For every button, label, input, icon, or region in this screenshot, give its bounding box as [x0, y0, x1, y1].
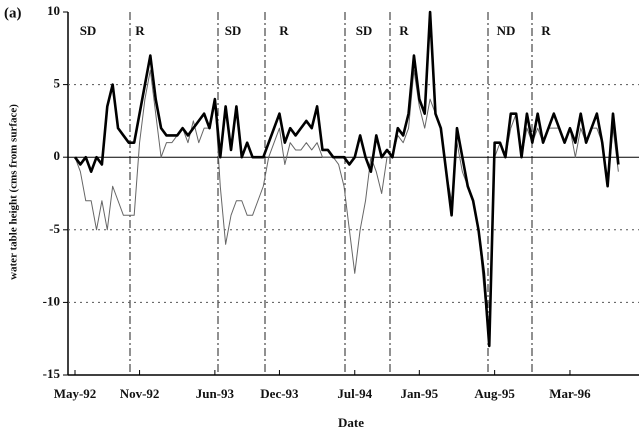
series-line — [74, 69, 619, 347]
annotation: SD — [356, 23, 373, 38]
y-tick-label: -5 — [49, 221, 60, 236]
x-tick-label: Jan-95 — [401, 386, 439, 401]
annotation: R — [135, 23, 145, 38]
annotation: SD — [80, 23, 97, 38]
x-tick-label: Dec-93 — [260, 386, 299, 401]
y-tick-label: -10 — [43, 293, 60, 308]
annotation: R — [279, 23, 289, 38]
y-tick-label: 5 — [54, 76, 61, 91]
annotation: R — [541, 23, 551, 38]
y-axis-label: water table height (cms from surface) — [8, 104, 20, 280]
y-tick-label: 10 — [47, 3, 60, 18]
x-tick-label: Nov-92 — [120, 386, 160, 401]
x-axis-label: Date — [338, 415, 364, 430]
annotation: R — [399, 23, 409, 38]
y-tick-label: -15 — [43, 366, 61, 381]
x-tick-label: Mar-96 — [549, 386, 591, 401]
x-tick-label: Aug-95 — [474, 386, 515, 401]
annotation: ND — [497, 23, 516, 38]
panel-label: (a) — [4, 5, 22, 21]
x-tick-label: Jul-94 — [337, 386, 372, 401]
x-tick-label: Jun-93 — [196, 386, 235, 401]
annotation: SD — [225, 23, 242, 38]
x-tick-label: May-92 — [54, 386, 97, 401]
y-tick-label: 0 — [54, 148, 61, 163]
series-line — [73, 10, 620, 348]
